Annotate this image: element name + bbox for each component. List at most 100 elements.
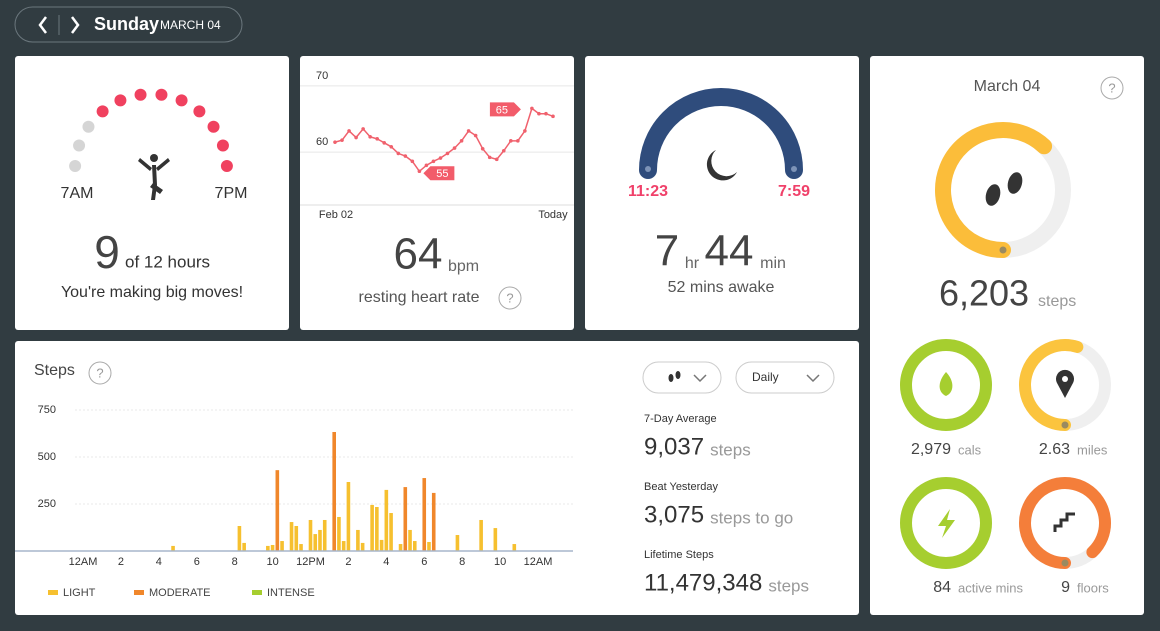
hour-dot bbox=[82, 120, 95, 133]
hour-dot bbox=[207, 120, 220, 133]
sleep-start: 11:23 bbox=[628, 183, 668, 200]
step-bar bbox=[389, 513, 393, 551]
hr-point bbox=[396, 151, 401, 156]
hr-point bbox=[368, 135, 372, 139]
hr-point bbox=[501, 148, 506, 153]
x-tick-label: 10 bbox=[494, 556, 506, 568]
hr-point bbox=[466, 129, 471, 133]
steps-icon bbox=[985, 172, 1023, 206]
min-label: 55 bbox=[436, 168, 448, 180]
period-dropdown[interactable] bbox=[735, 361, 835, 394]
chevron bbox=[806, 374, 820, 383]
help-button[interactable] bbox=[498, 286, 522, 310]
stat-unit: steps to go bbox=[710, 508, 793, 527]
hr-point bbox=[509, 139, 513, 143]
x-tick-label: 2 bbox=[345, 556, 351, 568]
metric-dropdown[interactable] bbox=[642, 361, 722, 394]
step-bar bbox=[356, 529, 360, 551]
day: Sunday bbox=[94, 14, 159, 34]
y-tick-label: 60 bbox=[316, 136, 328, 148]
hr-point bbox=[382, 141, 387, 145]
period: Daily bbox=[752, 370, 779, 384]
sleep-arc bbox=[639, 88, 803, 179]
ring-start bbox=[999, 246, 1007, 254]
step-bar bbox=[171, 545, 175, 551]
hr-point bbox=[340, 138, 344, 142]
active-hours: 9 bbox=[94, 226, 120, 278]
y-tick-label: 500 bbox=[38, 451, 56, 463]
hr-point bbox=[354, 135, 358, 140]
step-bar bbox=[270, 544, 275, 551]
step-bar bbox=[294, 525, 299, 551]
step-bar bbox=[341, 541, 346, 551]
hour-dot bbox=[193, 105, 206, 118]
ring-progress bbox=[1019, 477, 1111, 569]
ring-value: 9 bbox=[1061, 579, 1070, 596]
hr-point bbox=[494, 157, 499, 162]
ring-unit: active mins bbox=[958, 580, 1024, 595]
step-bar bbox=[318, 529, 322, 551]
stat-label: Beat Yesterday bbox=[644, 481, 719, 493]
stat-value: 9,037 bbox=[644, 433, 704, 460]
stat-unit: steps bbox=[710, 440, 751, 459]
ring-start bbox=[1061, 421, 1069, 429]
hour-dot bbox=[216, 139, 229, 152]
legend-label: MODERATE bbox=[149, 587, 211, 599]
hr-point bbox=[410, 159, 415, 164]
ring-unit: floors bbox=[1077, 580, 1109, 595]
date-nav bbox=[14, 6, 243, 43]
ring-value: 84 bbox=[933, 579, 951, 596]
hr-point bbox=[389, 144, 394, 149]
step-bar bbox=[322, 519, 327, 551]
ring-start bbox=[1061, 559, 1069, 567]
hours-unit: hr bbox=[685, 255, 700, 272]
hours-goal: of 12 hours bbox=[125, 252, 210, 271]
next-day[interactable] bbox=[71, 16, 80, 34]
hour-dot bbox=[175, 94, 188, 107]
sleep-minutes: 44 bbox=[705, 227, 754, 276]
ring-icon bbox=[938, 509, 955, 538]
x-label: Feb 02 bbox=[319, 209, 353, 221]
step-bar bbox=[280, 541, 284, 551]
x-tick-label: 12AM bbox=[69, 556, 98, 568]
hr-point bbox=[459, 139, 464, 143]
arc-end bbox=[791, 166, 797, 172]
ring-icon bbox=[1053, 512, 1075, 532]
hour-dot bbox=[155, 88, 168, 101]
hour-dot bbox=[69, 160, 82, 173]
resting-hr: 64 bbox=[394, 230, 443, 279]
help-button[interactable] bbox=[88, 361, 112, 385]
step-bar bbox=[360, 542, 365, 551]
hr-point bbox=[361, 127, 365, 131]
ring-progress bbox=[1019, 339, 1084, 431]
legend-swatch bbox=[134, 590, 144, 595]
legend-label: LIGHT bbox=[63, 587, 96, 599]
step-bar bbox=[275, 470, 280, 551]
hr-point bbox=[473, 133, 478, 138]
ring-progress bbox=[935, 122, 1053, 258]
activity-figure bbox=[138, 154, 170, 200]
hr-point bbox=[480, 146, 485, 151]
x-tick-label: 8 bbox=[232, 556, 238, 568]
y-tick-label: 250 bbox=[38, 498, 56, 510]
message: You're making big moves! bbox=[61, 284, 243, 301]
step-bar bbox=[379, 539, 384, 551]
start-hour: 7AM bbox=[61, 185, 94, 202]
ring-unit: miles bbox=[1077, 442, 1108, 457]
hour-dot bbox=[134, 88, 147, 101]
hr-point bbox=[424, 163, 429, 168]
step-bar bbox=[422, 478, 427, 551]
steps-card bbox=[15, 341, 859, 615]
minutes-unit: min bbox=[760, 255, 786, 272]
help-button[interactable] bbox=[1100, 76, 1124, 100]
step-bar bbox=[384, 489, 389, 551]
prev-day[interactable] bbox=[38, 16, 47, 34]
x-tick-label: 4 bbox=[156, 556, 162, 568]
help-icon: ? bbox=[506, 290, 513, 305]
y-tick-label: 750 bbox=[38, 404, 56, 416]
x-tick-label: 2 bbox=[118, 556, 124, 568]
hr-point bbox=[544, 111, 548, 116]
step-bar bbox=[455, 535, 460, 551]
hr-point bbox=[452, 146, 457, 150]
